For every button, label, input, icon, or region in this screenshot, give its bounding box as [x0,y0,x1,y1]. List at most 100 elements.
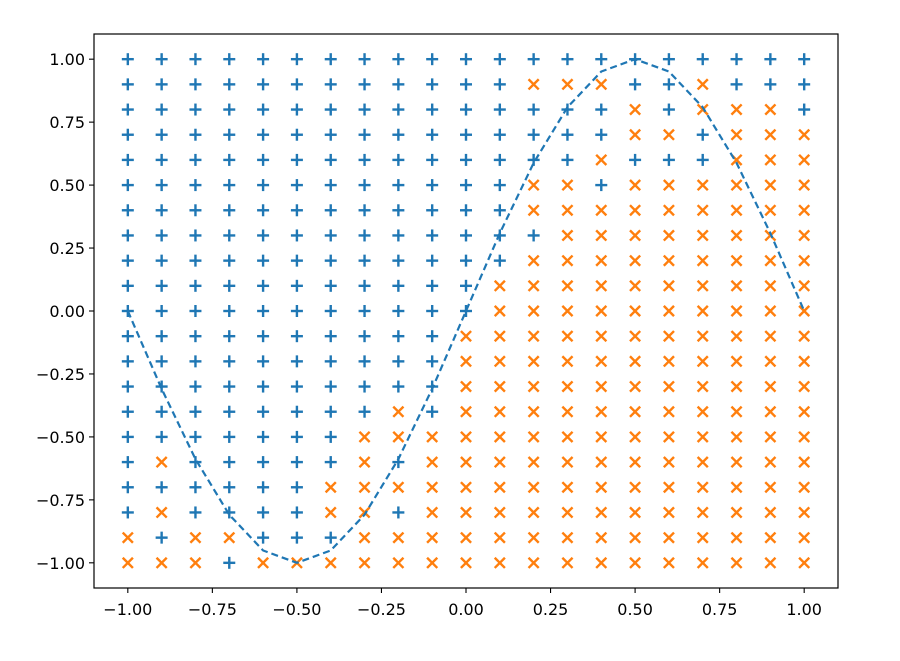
scatter-point-class-plus [460,128,472,141]
scatter-point-class-plus [426,204,439,217]
scatter-point-class-x [696,556,709,569]
scatter-point-class-plus [257,305,270,317]
scatter-point-class-x [527,305,540,317]
scatter-point-class-plus [426,103,439,116]
scatter-point-class-plus [257,506,270,519]
scatter-point-class-x [730,481,743,494]
scatter-point-class-plus [257,204,270,217]
scatter-point-class-plus [324,179,337,192]
scatter-point-class-plus [189,380,202,393]
scatter-point-class-x [798,380,811,393]
scatter-point-class-x [764,405,777,418]
scatter-point-class-plus [155,153,168,166]
scatter-point-class-x [764,355,777,368]
scatter-point-class-x [595,556,608,569]
scatter-point-class-plus [121,279,134,292]
scatter-point-class-plus [257,531,270,544]
scatter-point-class-x [493,380,506,393]
scatter-point-class-plus [257,355,270,368]
scatter-point-class-plus [189,305,202,317]
scatter-point-class-x [358,481,371,494]
scatter-point-class-x [629,103,642,116]
scatter-point-class-plus [257,103,270,116]
scatter-point-class-x [493,330,506,343]
scatter-point-class-x [662,128,675,141]
scatter-point-class-plus [460,279,472,292]
x-tick-label: 1.00 [786,600,822,619]
scatter-point-class-x [426,430,439,443]
scatter-point-class-x [662,481,675,494]
scatter-point-class-x [121,556,134,569]
scatter-point-class-plus [121,330,134,343]
scatter-point-class-plus [358,405,371,418]
scatter-point-class-x [730,531,743,544]
scatter-point-class-x [460,405,472,418]
scatter-point-class-x [223,531,236,544]
scatter-point-class-plus [426,405,439,418]
scatter-point-class-x [324,481,337,494]
scatter-point-class-x [764,204,777,217]
scatter-point-class-plus [290,103,303,116]
scatter-point-class-x [798,128,811,141]
scatter-point-class-plus [358,380,371,393]
scatter-point-class-x [595,380,608,393]
scatter-point-class-x [764,103,777,116]
scatter-point-class-plus [257,128,270,141]
scatter-point-class-plus [223,330,236,343]
scatter-point-class-plus [189,179,202,192]
scatter-point-class-plus [730,53,743,66]
scatter-point-class-plus [595,103,608,116]
scatter-point-class-plus [561,103,574,116]
scatter-point-class-x [426,456,439,469]
scatter-point-class-x [527,556,540,569]
scatter-point-class-x [493,355,506,368]
scatter-point-class-plus [155,531,168,544]
scatter-point-class-x [155,556,168,569]
scatter-point-class-x [493,305,506,317]
scatter-point-class-x [595,481,608,494]
scatter-point-class-x [392,531,405,544]
scatter-point-class-x [493,506,506,519]
scatter-point-class-x [595,355,608,368]
scatter-point-class-plus [155,179,168,192]
scatter-point-class-plus [426,229,439,242]
scatter-point-class-plus [155,279,168,292]
scatter-point-class-x [662,380,675,393]
scatter-point-class-x [493,556,506,569]
scatter-point-class-plus [696,128,709,141]
scatter-point-class-plus [121,153,134,166]
scatter-point-class-plus [223,481,236,494]
scatter-point-class-plus [662,53,675,66]
scatter-point-class-x [629,405,642,418]
marks-layer [121,53,811,569]
scatter-point-class-x [358,531,371,544]
scatter-point-class-x [595,531,608,544]
scatter-point-class-x [730,330,743,343]
scatter-point-class-plus [324,355,337,368]
x-tick-label: 0.75 [702,600,738,619]
scatter-point-class-plus [290,128,303,141]
scatter-point-class-plus [324,153,337,166]
scatter-point-class-plus [121,506,134,519]
scatter-point-class-x [561,279,574,292]
scatter-point-class-x [764,430,777,443]
scatter-point-class-x [595,229,608,242]
scatter-point-class-x [662,254,675,267]
scatter-point-class-x [155,506,168,519]
scatter-point-class-plus [798,103,811,116]
scatter-point-class-plus [324,128,337,141]
scatter-point-class-x [662,430,675,443]
scatter-point-class-plus [358,305,371,317]
scatter-point-class-plus [358,330,371,343]
scatter-point-class-x [764,481,777,494]
scatter-point-class-x [561,204,574,217]
scatter-point-class-plus [460,229,472,242]
scatter-point-class-x [392,556,405,569]
scatter-point-class-plus [121,103,134,116]
scatter-point-class-plus [324,405,337,418]
scatter-point-class-x [798,305,811,317]
scatter-point-class-x [527,481,540,494]
scatter-point-class-x [730,506,743,519]
scatter-point-class-x [527,506,540,519]
scatter-point-class-plus [223,254,236,267]
